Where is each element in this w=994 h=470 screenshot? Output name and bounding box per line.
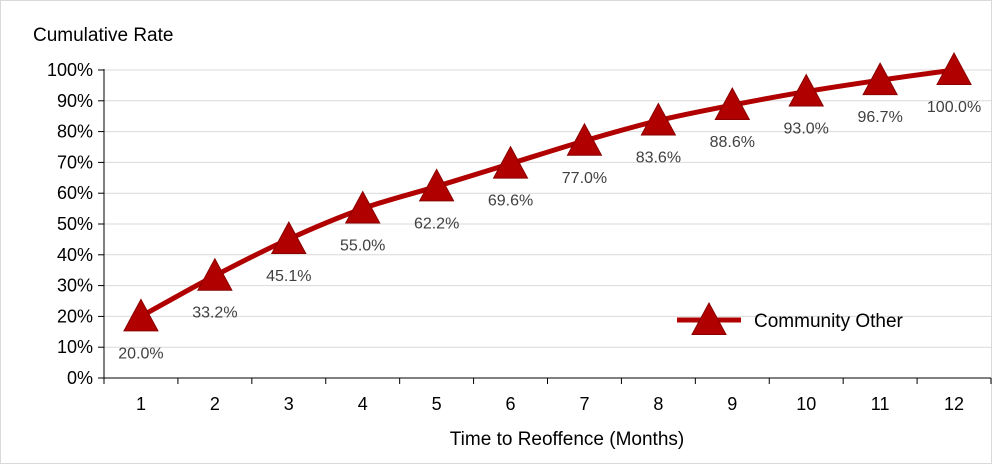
y-tick-label: 90%	[57, 91, 93, 111]
series-community-other: 20.0% 33.2% 45.1% 55.0% 62.2% 69.6% 77.0% 83.6%…	[118, 51, 981, 362]
x-tick-label: 10	[796, 394, 816, 414]
y-tick-label: 20%	[57, 306, 93, 326]
x-tick-label: 4	[358, 394, 368, 414]
y-tick-label: 60%	[57, 183, 93, 203]
legend: Community Other	[677, 301, 904, 335]
data-point-marker	[640, 102, 677, 136]
y-tick-label: 70%	[57, 152, 93, 172]
data-label: 55.0%	[340, 238, 385, 255]
x-tick-label: 11	[871, 394, 890, 414]
data-point-marker	[492, 145, 529, 179]
data-label: 33.2%	[192, 305, 237, 322]
data-label: 62.2%	[414, 215, 459, 232]
x-tick-label: 1	[136, 394, 146, 414]
x-tick-label: 12	[944, 394, 964, 414]
data-point-marker	[714, 87, 751, 121]
y-tick-label: 0%	[67, 368, 93, 388]
data-point-marker	[123, 298, 159, 332]
data-point-marker	[270, 221, 307, 255]
y-tick-label: 40%	[57, 245, 93, 265]
data-point-marker	[936, 51, 972, 85]
x-tick-label: 9	[727, 394, 737, 414]
y-tick-label: 100%	[47, 60, 93, 80]
data-label: 93.0%	[784, 121, 829, 138]
y-tick-label: 80%	[57, 122, 93, 142]
x-tick-label: 8	[653, 394, 663, 414]
x-tick-label: 5	[432, 394, 442, 414]
data-point-marker	[344, 190, 381, 224]
y-tick-label: 30%	[57, 276, 93, 296]
data-point-marker	[566, 122, 603, 156]
legend-triangle-marker	[691, 301, 727, 335]
data-point-marker	[862, 62, 898, 96]
data-label: 83.6%	[636, 150, 681, 167]
data-label: 77.0%	[562, 170, 607, 187]
data-label: 20.0%	[118, 345, 163, 362]
data-point-marker	[418, 168, 455, 202]
data-label: 100.0%	[927, 99, 981, 116]
y-tick-label: 10%	[57, 337, 93, 357]
x-axis-title: Time to Reoffence (Months)	[450, 429, 684, 450]
x-tick-label: 3	[284, 394, 294, 414]
data-label: 96.7%	[857, 109, 902, 126]
legend-label: Community Other	[754, 311, 904, 332]
data-point-marker	[788, 73, 825, 107]
data-label: 45.1%	[266, 268, 311, 285]
data-point-marker	[197, 257, 233, 291]
x-tick-label: 2	[210, 394, 220, 414]
y-axis-title: Cumulative Rate	[33, 25, 173, 46]
x-tick-label: 6	[506, 394, 516, 414]
data-label: 69.6%	[488, 193, 533, 210]
data-label: 88.6%	[710, 134, 755, 151]
y-tick-label: 50%	[57, 214, 93, 234]
x-tick-label: 7	[579, 394, 589, 414]
axes: 0%10%20%30%40%50%60%70%80%90%100%1 2 3 4 5 6 7…	[47, 60, 992, 414]
